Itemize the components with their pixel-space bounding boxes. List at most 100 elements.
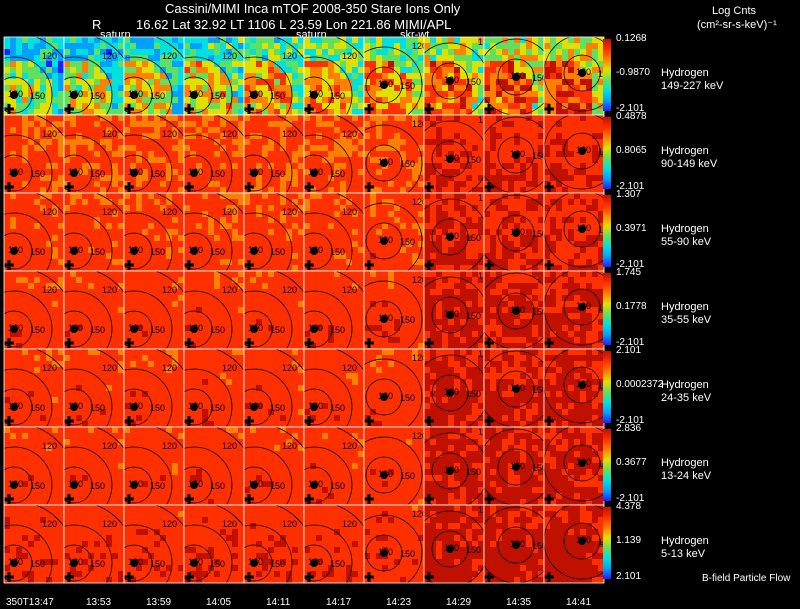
heatmap-pixel (46, 217, 52, 223)
heatmap-pixel (478, 67, 484, 73)
heatmap-pixel (166, 337, 172, 343)
heatmap-pixel (514, 163, 520, 169)
heatmap-pixel (268, 271, 274, 277)
heatmap-pixel (172, 73, 178, 79)
heatmap-pixel (148, 115, 154, 121)
heatmap-pixel (316, 121, 322, 127)
heatmap-pixel (196, 337, 202, 343)
contour-label: 180 (188, 89, 203, 99)
heatmap-pixel (184, 229, 190, 235)
heatmap-pixel (160, 277, 166, 283)
heatmap-pixel (358, 97, 364, 103)
heatmap-pixel (268, 133, 274, 139)
heatmap-pixel (412, 211, 418, 217)
heatmap-pixel (388, 133, 394, 139)
heatmap-pixel (40, 91, 46, 97)
heatmap-pixel (154, 67, 160, 73)
heatmap-pixel (538, 193, 544, 199)
heatmap-pixel (4, 313, 10, 319)
heatmap-pixel (214, 343, 220, 349)
contour-ring (364, 124, 423, 193)
heatmap-pixel (106, 103, 112, 109)
heatmap-pixel (466, 187, 472, 193)
heatmap-pixel (352, 205, 358, 211)
heatmap-pixel (106, 331, 112, 337)
heatmap-pixel (202, 205, 208, 211)
heatmap-pixel (190, 67, 196, 73)
heatmap-pixel (238, 331, 244, 337)
heatmap-pixel (274, 343, 280, 349)
heatmap-pixel (262, 265, 268, 271)
heatmap-pixel (100, 79, 106, 85)
heatmap-pixel (124, 97, 130, 103)
heatmap-pixel (484, 211, 490, 217)
heatmap-pixel (124, 85, 130, 91)
heatmap-pixel (58, 121, 64, 127)
heatmap-pixel (4, 115, 10, 121)
heatmap-pixel (112, 277, 118, 283)
heatmap-pixel (292, 259, 298, 265)
heatmap-pixel (538, 37, 544, 43)
heatmap-pixel (262, 229, 268, 235)
heatmap-pixel (232, 61, 238, 67)
heatmap-pixel (196, 61, 202, 67)
heatmap-pixel (28, 343, 34, 349)
heatmap-pixel (130, 211, 136, 217)
heatmap-pixel (76, 175, 82, 181)
heatmap-pixel (502, 37, 508, 43)
heatmap-pixel (418, 157, 424, 163)
heatmap-pixel (112, 79, 118, 85)
heatmap-pixel (394, 103, 400, 109)
heatmap-pixel (532, 61, 538, 67)
heatmap-pixel (598, 133, 604, 139)
heatmap-pixel (46, 337, 52, 343)
heatmap-pixel (484, 97, 490, 103)
cross-marker (124, 338, 134, 348)
contour-label: 120 (412, 197, 427, 207)
heatmap-pixel (142, 277, 148, 283)
heatmap-pixel (568, 133, 574, 139)
heatmap-pixel (376, 205, 382, 211)
heatmap-pixel (430, 139, 436, 145)
heatmap-pixel (412, 73, 418, 79)
heatmap-pixel (448, 193, 454, 199)
heatmap-pixel (346, 199, 352, 205)
heatmap-pixel (226, 43, 232, 49)
heatmap-pixel (394, 247, 400, 253)
heatmap-pixel (268, 37, 274, 43)
heatmap-pixel (190, 223, 196, 229)
contour-label: 90 (162, 107, 172, 117)
heatmap-pixel (454, 43, 460, 49)
heatmap-pixel (142, 115, 148, 121)
heatmap-pixel (52, 85, 58, 91)
heatmap-pixel (64, 307, 70, 313)
heatmap-pixel (520, 43, 526, 49)
heatmap-pixel (592, 187, 598, 193)
heatmap-pixel (310, 43, 316, 49)
contour-label: 150 (270, 325, 285, 335)
heatmap-pixel (178, 55, 184, 61)
heatmap-pixel (22, 61, 28, 67)
heatmap-pixel (562, 133, 568, 139)
heatmap-pixel (28, 127, 34, 133)
heatmap-pixel (4, 121, 10, 127)
heatmap-pixel (286, 157, 292, 163)
heatmap-pixel (190, 151, 196, 157)
heatmap-pixel (196, 211, 202, 217)
heatmap-pixel (502, 187, 508, 193)
heatmap-pixel (286, 85, 292, 91)
heatmap-pixel (124, 181, 130, 187)
heatmap-pixel (460, 187, 466, 193)
heatmap-pixel (250, 85, 256, 91)
heatmap-pixel (382, 193, 388, 199)
heatmap-pixel (382, 91, 388, 97)
heatmap-pixel (268, 295, 274, 301)
heatmap-pixel (136, 283, 142, 289)
heatmap-pixel (112, 37, 118, 43)
heatmap-pixel (376, 169, 382, 175)
heatmap-pixel (166, 259, 172, 265)
heatmap-pixel (16, 55, 22, 61)
heatmap-pixel (424, 187, 430, 193)
heatmap-pixel (592, 217, 598, 223)
heatmap-pixel (292, 337, 298, 343)
